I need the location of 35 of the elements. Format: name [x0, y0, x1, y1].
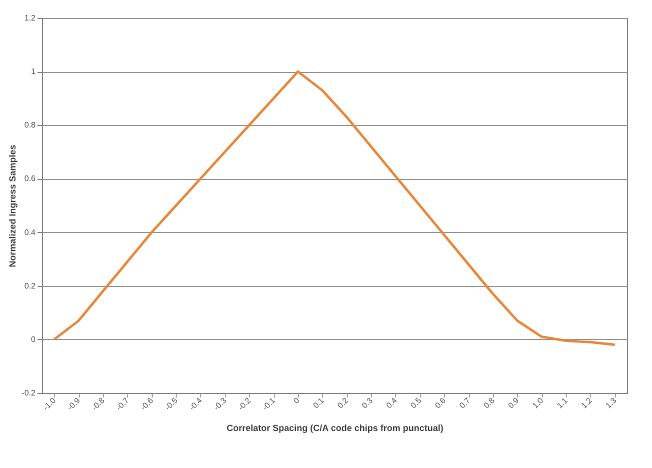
y-tick-label: 0.4	[24, 228, 36, 237]
x-tick-label: -0.7	[114, 396, 132, 412]
x-tick-label: 1.2	[580, 396, 594, 410]
x-tick-label: -0.5	[163, 396, 180, 412]
y-tick-label: 1	[31, 67, 36, 76]
y-tick-label: 0.6	[24, 174, 36, 184]
y-tick-label: 0	[31, 334, 36, 344]
x-tick-label: 0.9	[506, 396, 522, 410]
x-tick-label: 0.7	[458, 396, 472, 410]
x-tick-label: -0.1	[260, 396, 278, 412]
x-tick-label: 1.3	[604, 396, 619, 410]
x-tick-label: 0.1	[311, 396, 326, 410]
y-tick-label: 0.8	[24, 120, 36, 130]
x-axis-title: Correlator Spacing (C/A code chips from punctual)	[226, 423, 444, 434]
x-tick-label: -1.0	[41, 396, 58, 412]
x-tick-label: -0.8	[90, 396, 107, 412]
y-axis-title: Normalized Ingress Samples	[8, 144, 18, 268]
x-tick-label: -0.3	[212, 396, 229, 412]
x-tick-label: 0.2	[336, 396, 350, 410]
x-tick-label: 0	[292, 396, 302, 406]
x-tick-label: 0.6	[433, 396, 448, 410]
x-tick-label: -0.9	[66, 396, 82, 412]
x-tick-label: -0.2	[236, 396, 253, 412]
x-tick-label: -0.6	[138, 396, 156, 412]
x-tick-label: 0.3	[360, 396, 375, 410]
line-series	[52, 70, 616, 346]
x-tick-label: 0.4	[384, 396, 400, 410]
y-tick-label: 0.2	[24, 281, 36, 290]
y-tick-label: -0.2	[22, 388, 36, 398]
x-tick-label: 1.0	[530, 396, 546, 410]
x-tick-label: 1.1	[555, 396, 570, 410]
x-tick-label: 0.8	[482, 396, 497, 410]
x-tick-label: -0.4	[188, 396, 204, 412]
y-tick-label: 1.2	[24, 14, 36, 22]
x-tick-label: 0.5	[408, 396, 424, 410]
